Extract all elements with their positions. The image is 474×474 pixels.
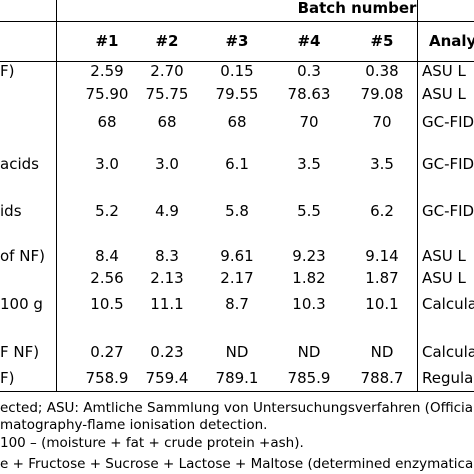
value-batch-4: 5.5 (297, 202, 321, 220)
batch-4-header: #4 (297, 32, 321, 50)
row-label: of NF) (0, 247, 45, 265)
value-batch-1: 2.59 (90, 62, 124, 80)
value-batch-2: 75.75 (145, 85, 189, 103)
value-batch-3: 79.55 (215, 85, 259, 103)
row-label: F) (0, 62, 15, 80)
value-batch-5: 1.87 (365, 269, 399, 287)
row-label: acids (0, 155, 39, 173)
batch-3-header: #3 (225, 32, 249, 50)
value-batch-1: 10.5 (90, 295, 124, 313)
value-batch-1: 75.90 (85, 85, 129, 103)
analysis-method: GC-FID (422, 155, 474, 173)
analysis-method: Regula (422, 369, 474, 387)
value-batch-5: 6.2 (370, 202, 394, 220)
value-batch-2: 68 (157, 113, 177, 131)
value-batch-1: 0.27 (90, 343, 124, 361)
value-batch-2: 2.70 (150, 62, 184, 80)
footnote-sugars: e + Fructose + Sucrose + Lactose + Malto… (0, 456, 474, 472)
value-batch-3: 8.7 (225, 295, 249, 313)
analysis-method: Calcula (422, 295, 474, 313)
row-label: F) (0, 369, 15, 387)
value-batch-3: 0.15 (220, 62, 254, 80)
footnote-detection: matography-flame ionisation detection. (0, 417, 268, 433)
value-batch-4: 0.3 (297, 62, 321, 80)
value-batch-2: 759.4 (145, 369, 189, 387)
batch-1-header: #1 (95, 32, 119, 50)
analysis-method: Calcula (422, 343, 474, 361)
value-batch-4: 10.3 (292, 295, 326, 313)
value-batch-5: 9.14 (365, 247, 399, 265)
value-batch-1: 5.2 (95, 202, 119, 220)
value-batch-3: 789.1 (215, 369, 259, 387)
batch-5-header: #5 (370, 32, 394, 50)
analysis-header: Analy (429, 32, 474, 50)
batch-2-header: #2 (155, 32, 179, 50)
value-batch-4: 1.82 (292, 269, 326, 287)
row-label: 100 g (0, 295, 43, 313)
value-batch-2: 2.13 (150, 269, 184, 287)
header-divider-top (0, 21, 474, 22)
value-batch-2: 0.23 (150, 343, 184, 361)
analysis-method: ASU L (422, 85, 466, 103)
analysis-method: ASU L (422, 62, 466, 80)
label-column-border (56, 0, 57, 391)
analysis-method: GC-FID (422, 113, 474, 131)
value-batch-1: 2.56 (90, 269, 124, 287)
value-batch-2: 3.0 (155, 155, 179, 173)
value-batch-4: 785.9 (287, 369, 331, 387)
value-batch-1: 68 (97, 113, 117, 131)
header-divider-bottom (0, 61, 474, 62)
value-batch-4: 9.23 (292, 247, 326, 265)
analysis-method: ASU L (422, 269, 466, 287)
value-batch-1: 8.4 (95, 247, 119, 265)
value-batch-5: 3.5 (370, 155, 394, 173)
value-batch-3: 2.17 (220, 269, 254, 287)
batch-number-header: Batch number (297, 0, 417, 17)
value-batch-5: 788.7 (360, 369, 404, 387)
value-batch-5: 70 (372, 113, 392, 131)
value-batch-4: ND (297, 343, 321, 361)
value-batch-3: 9.61 (220, 247, 254, 265)
value-batch-3: 68 (227, 113, 247, 131)
value-batch-5: 0.38 (365, 62, 399, 80)
value-batch-3: ND (225, 343, 249, 361)
value-batch-2: 8.3 (155, 247, 179, 265)
row-label: ids (0, 202, 22, 220)
value-batch-1: 3.0 (95, 155, 119, 173)
value-batch-1: 758.9 (85, 369, 129, 387)
value-batch-4: 70 (299, 113, 319, 131)
analysis-column-border (417, 0, 418, 391)
value-batch-4: 78.63 (287, 85, 331, 103)
analysis-method: ASU L (422, 247, 466, 265)
value-batch-3: 6.1 (225, 155, 249, 173)
value-batch-5: ND (370, 343, 394, 361)
value-batch-2: 4.9 (155, 202, 179, 220)
value-batch-2: 11.1 (150, 295, 184, 313)
table-bottom-border (0, 391, 474, 392)
value-batch-5: 10.1 (365, 295, 399, 313)
footnote-abbreviations: ected; ASU: Amtliche Sammlung von Unters… (0, 400, 474, 416)
row-label: F NF) (0, 343, 40, 361)
value-batch-4: 3.5 (297, 155, 321, 173)
value-batch-3: 5.8 (225, 202, 249, 220)
analysis-method: GC-FID (422, 202, 474, 220)
value-batch-5: 79.08 (360, 85, 404, 103)
footnote-calculation: 100 – (moisture + fat + crude protein +a… (0, 435, 304, 451)
